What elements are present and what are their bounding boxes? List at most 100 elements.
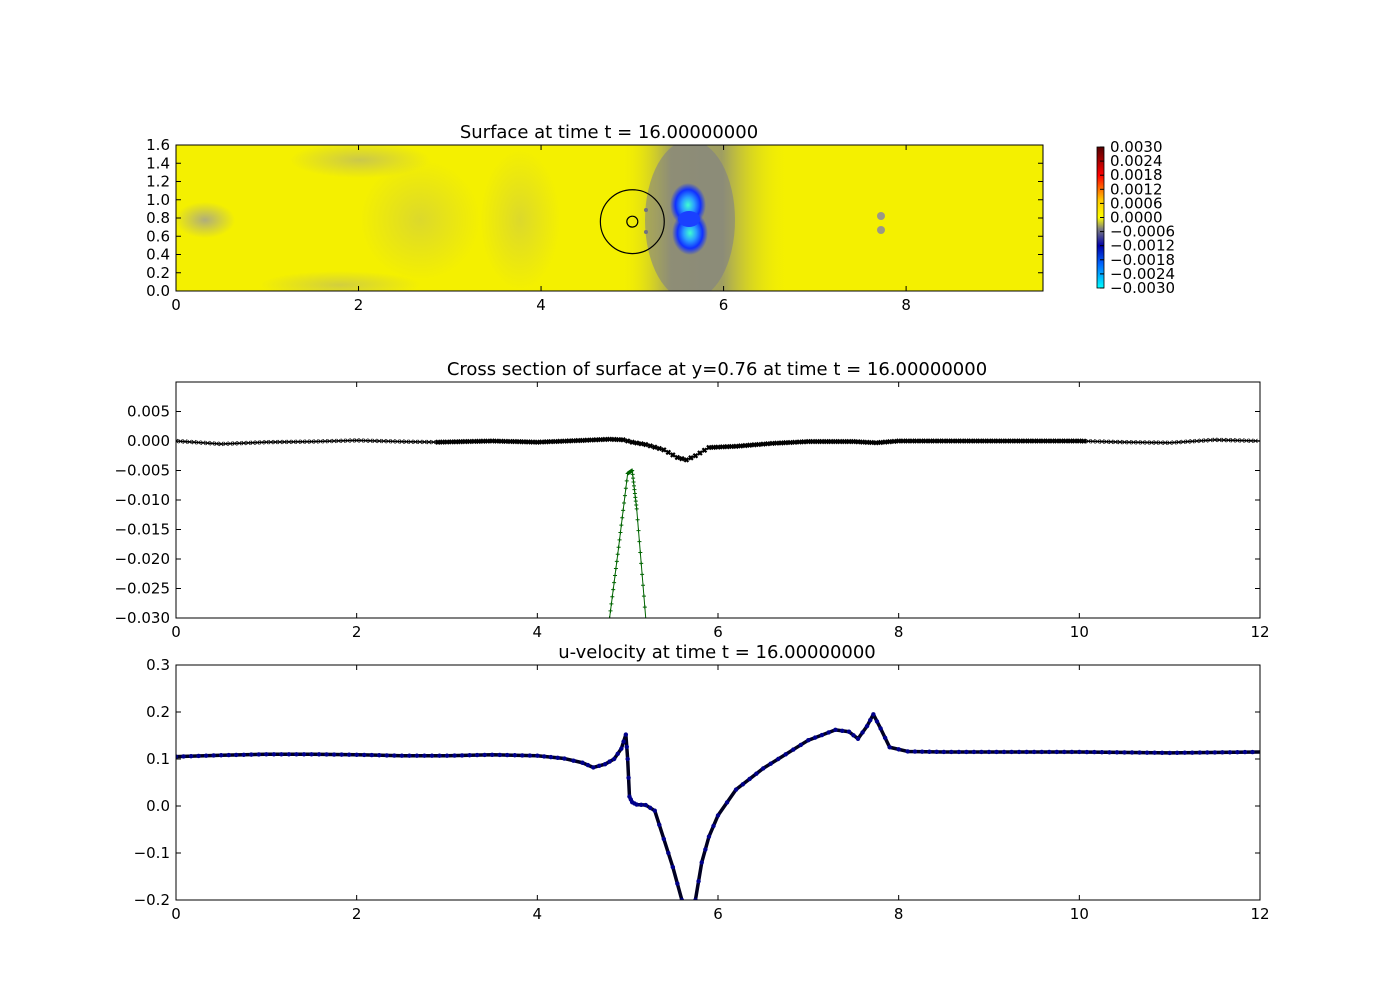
data-point: [1194, 438, 1200, 444]
y-tick-label: 1.2: [146, 173, 170, 191]
y-tick-label: 1.0: [146, 191, 170, 209]
y-tick-label: 0.4: [146, 246, 170, 264]
data-point: [264, 439, 269, 445]
data-point: [1004, 438, 1010, 444]
data-point: [1009, 749, 1014, 755]
data-point: [597, 763, 602, 769]
data-point: [810, 438, 816, 445]
data-point: [1084, 749, 1090, 755]
data-point: [309, 752, 314, 757]
data-point: [286, 752, 292, 757]
colorbar-tick-label: 0.0030: [1110, 138, 1163, 156]
data-point: [1189, 439, 1195, 444]
x-tick-label: 6: [713, 623, 723, 641]
data-point: [641, 594, 646, 599]
data-point: [1159, 750, 1165, 756]
data-point: [377, 753, 382, 758]
data-point: [1063, 438, 1069, 444]
data-point: [1171, 440, 1177, 445]
data-point: [1072, 438, 1078, 444]
u-velocity-frame: [175, 664, 1261, 901]
data-point: [1031, 438, 1037, 444]
data-point: [715, 813, 721, 818]
data-point: [336, 438, 341, 444]
data-point: [719, 444, 726, 450]
data-point: [250, 440, 256, 445]
data-point: [683, 457, 690, 463]
u-velocity-plot: [176, 712, 1260, 900]
data-point: [444, 753, 450, 758]
data-point: [439, 439, 446, 445]
data-point: [864, 723, 870, 729]
data-point: [327, 438, 332, 444]
data-point: [963, 438, 970, 444]
data-point: [1152, 750, 1157, 755]
data-point: [812, 735, 818, 740]
data-point: [747, 776, 752, 782]
data-point: [634, 503, 639, 508]
data-point: [979, 749, 984, 755]
data-point: [932, 438, 938, 444]
data-point: [511, 438, 518, 445]
data-point: [927, 438, 934, 444]
data-point: [575, 437, 581, 444]
u-velocity-title: u-velocity at time t = 16.00000000: [558, 642, 876, 663]
data-point: [950, 438, 956, 444]
data-point: [693, 897, 698, 900]
y-tick-label: −0.1: [134, 844, 170, 862]
data-point: [791, 747, 796, 752]
data-point: [629, 439, 635, 445]
data-point: [345, 438, 350, 443]
data-point: [346, 752, 352, 757]
data-point: [652, 808, 657, 813]
data-point: [860, 730, 865, 735]
data-point: [703, 847, 708, 852]
data-point: [1081, 438, 1087, 444]
colorbar-tick-label: 0.0006: [1110, 194, 1163, 212]
data-point: [620, 515, 625, 520]
data-point: [1212, 437, 1218, 443]
data-point: [840, 728, 845, 733]
data-point: [372, 438, 378, 444]
data-point: [1144, 440, 1150, 445]
data-point: [608, 608, 613, 613]
colorbar-tick-label: 0.0012: [1110, 180, 1163, 198]
data-point: [783, 752, 788, 757]
data-point: [543, 439, 550, 445]
data-point: [617, 537, 622, 542]
data-point: [1167, 440, 1172, 446]
data-point: [399, 439, 405, 444]
data-point: [724, 800, 730, 805]
data-point: [833, 727, 838, 733]
data-point: [521, 439, 527, 445]
data-point: [1122, 750, 1127, 755]
data-point: [641, 583, 646, 588]
data-point: [264, 752, 269, 757]
colorbar-tick-label: 0.0024: [1110, 152, 1163, 170]
y-tick-label: −0.025: [114, 580, 170, 598]
data-point: [846, 438, 852, 445]
data-point: [1180, 439, 1186, 445]
series-line: [176, 438, 1260, 461]
data-point: [1122, 439, 1127, 445]
data-point: [1227, 750, 1233, 755]
data-point: [1250, 749, 1255, 755]
data-point: [724, 443, 730, 450]
data-point: [580, 760, 585, 765]
data-point: [256, 752, 262, 757]
data-point: [539, 439, 545, 445]
data-point: [977, 438, 983, 444]
data-point: [1099, 439, 1105, 444]
data-point: [429, 753, 435, 758]
data-point: [386, 438, 391, 444]
data-point: [1095, 439, 1100, 444]
data-point: [994, 749, 999, 755]
data-point: [1062, 749, 1067, 755]
data-point: [1162, 440, 1168, 445]
data-point: [241, 752, 246, 757]
data-point: [1067, 438, 1074, 444]
data-point: [459, 753, 465, 758]
data-point: [566, 438, 572, 444]
data-point: [1135, 440, 1141, 445]
